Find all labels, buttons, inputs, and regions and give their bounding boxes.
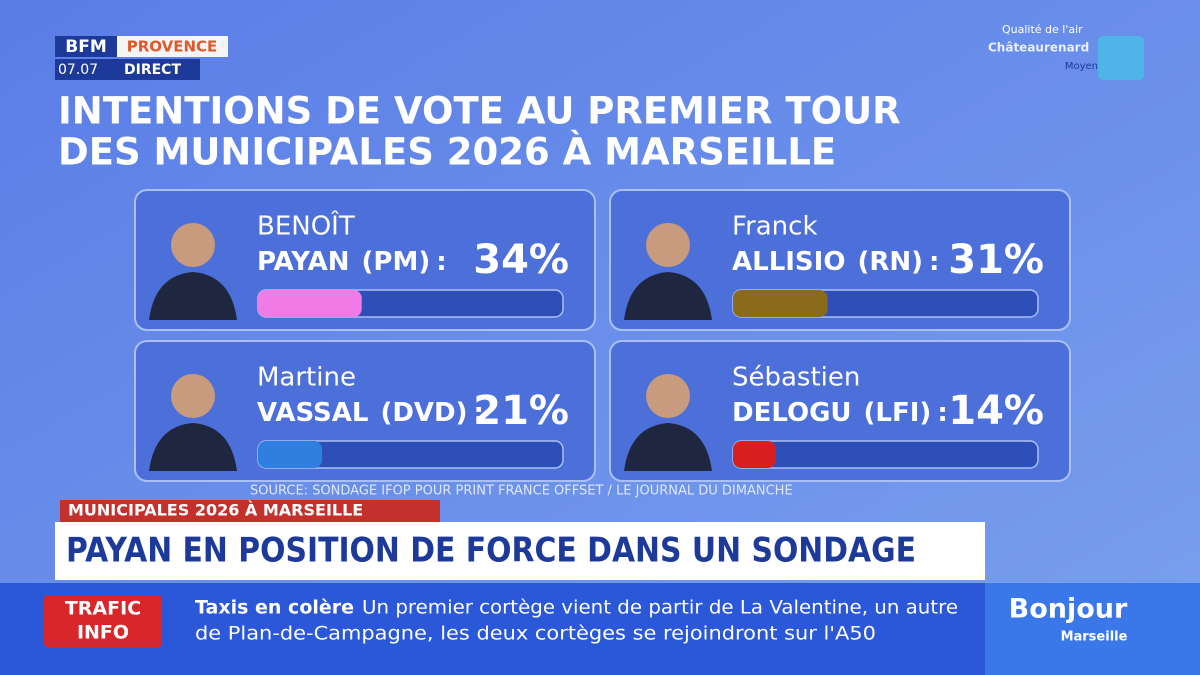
source: SOURCE: SONDAGE IFOP POUR PRINT FRANCE O… [250, 484, 793, 499]
last-name: VASSAL [257, 398, 368, 428]
value-label: 31% [948, 237, 1044, 283]
party: (DVD) [380, 398, 467, 428]
bar-track [732, 440, 1039, 469]
party: (PM) [362, 247, 431, 277]
portrait-body [624, 423, 712, 471]
ticker-text: Un premier cortège vient de partir de La… [362, 597, 958, 619]
portrait-head [171, 374, 215, 418]
name-line: DELOGU (LFI): [732, 398, 948, 428]
last-name: PAYAN [257, 247, 350, 277]
first-name: Martine [257, 363, 356, 393]
last-name: DELOGU [732, 398, 852, 428]
portrait-head [171, 223, 215, 267]
last-name: ALLISIO [732, 247, 845, 277]
ticker-topic: Taxis en colère [195, 597, 354, 619]
trafic-box [44, 595, 162, 647]
value-label: 14% [948, 388, 1044, 434]
air-level: Moyen [1065, 61, 1098, 72]
separator: : [436, 247, 446, 277]
tag-box [60, 500, 440, 522]
region-box [117, 36, 228, 57]
air-label: Qualité de l'air [1002, 23, 1083, 36]
title: DES MUNICIPALES 2026 À MARSEILLE [58, 130, 836, 174]
ticker-label: TRAFIC [65, 598, 141, 620]
air-city: Châteaurenard [988, 41, 1089, 55]
name-line: VASSAL (DVD): [257, 398, 484, 428]
value-label: 34% [473, 237, 569, 283]
bar [733, 441, 776, 468]
party: (RN) [857, 247, 923, 277]
tag: MUNICIPALES 2026 À MARSEILLE [68, 501, 363, 520]
time: 07.07 [58, 62, 98, 78]
show-name: Bonjour [1009, 594, 1128, 625]
portrait-body [624, 272, 712, 320]
title: INTENTIONS DE VOTE AU PREMIER TOUR [58, 90, 901, 133]
portrait-head [646, 374, 690, 418]
time-box [55, 59, 200, 80]
portrait-body [149, 423, 237, 471]
live: DIRECT [124, 62, 181, 78]
separator: : [474, 398, 484, 428]
show-city: Marseille [1061, 630, 1128, 645]
separator: : [937, 398, 947, 428]
value-label: 21% [473, 388, 569, 434]
portrait-body [149, 272, 237, 320]
ticker-label: INFO [77, 622, 129, 644]
headline: PAYAN EN POSITION DE FORCE DANS UN SONDA… [66, 531, 916, 571]
first-name: Franck [732, 212, 818, 242]
separator: : [929, 247, 939, 277]
bar [258, 441, 323, 468]
first-name: BENOÎT [257, 210, 355, 242]
region: PROVENCE [127, 38, 218, 56]
channel: BFM [65, 37, 107, 57]
name-line: PAYAN (PM): [257, 247, 447, 277]
portrait-head [646, 223, 690, 267]
name-line: ALLISIO (RN): [732, 247, 939, 277]
bar [733, 290, 828, 317]
show-box [985, 583, 1200, 675]
bar [258, 290, 362, 317]
ticker-text: de Plan-de-Campagne, les deux cortèges s… [195, 623, 876, 645]
air-icon [1098, 36, 1144, 80]
first-name: Sébastien [732, 363, 860, 393]
party: (LFI) [864, 398, 932, 428]
headline-box [55, 522, 985, 580]
logo-box [55, 36, 117, 57]
